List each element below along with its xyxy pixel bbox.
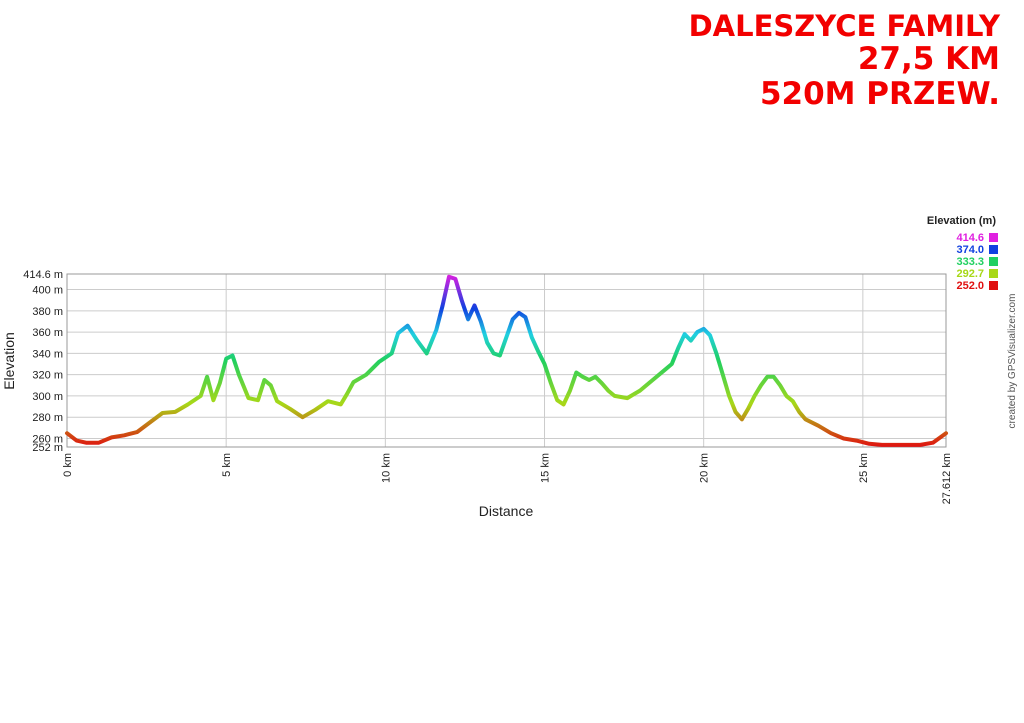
x-axis-ticks: 0 km 5 km 10 km 15 km 20 km 25 km 27.612 km (62, 453, 953, 504)
y-tick-label: 260 m (32, 433, 63, 445)
legend-swatch (989, 269, 998, 278)
title-line-2: 27,5 KM (857, 41, 1000, 78)
legend-title: Elevation (m) (927, 215, 996, 227)
x-tick-label: 10 km (380, 453, 392, 483)
y-tick-label: 400 m (32, 285, 63, 297)
x-tick-label: 20 km (699, 453, 711, 483)
y-axis-title: Elevation (1, 332, 17, 390)
grid (66, 273, 947, 448)
y-tick-label: 320 m (32, 370, 63, 382)
y-tick-label: 252 m (32, 442, 63, 454)
legend-entry-label: 252.0 (956, 280, 984, 292)
x-tick-label: 25 km (858, 453, 870, 483)
legend-swatch (989, 281, 998, 290)
legend-entry-label: 374.0 (956, 244, 984, 256)
title-line-3: 520M PRZEW. (759, 76, 1000, 113)
x-tick-label: 27.612 km (941, 453, 953, 504)
y-tick-label: 414.6 m (23, 269, 63, 281)
credit-text: created by GPSVisualizer.com (1007, 294, 1018, 429)
legend-swatch (989, 245, 998, 254)
legend-swatch (989, 233, 998, 242)
y-tick-label: 360 m (32, 327, 63, 339)
title-block: DALESZYCE FAMILY 27,5 KM 520M PRZEW. (689, 10, 1000, 112)
plot-frame (66, 273, 947, 448)
legend-entry-label: 414.6 (956, 232, 984, 244)
legend-entry-label: 333.3 (956, 256, 984, 268)
y-tick-label: 380 m (32, 306, 63, 318)
y-tick-label: 280 m (32, 412, 63, 424)
x-axis-title: Distance (479, 503, 534, 519)
elevation-series-line (65, 274, 948, 447)
x-tick-label: 5 km (221, 453, 233, 477)
x-tick-label: 15 km (540, 453, 552, 483)
y-tick-label: 300 m (32, 391, 63, 403)
legend-entry-label: 292.7 (956, 268, 984, 280)
title-line-1: DALESZYCE FAMILY (688, 9, 1000, 43)
x-tick-label: 0 km (62, 453, 74, 477)
y-tick-label: 340 m (32, 348, 63, 360)
legend-swatch (989, 257, 998, 266)
